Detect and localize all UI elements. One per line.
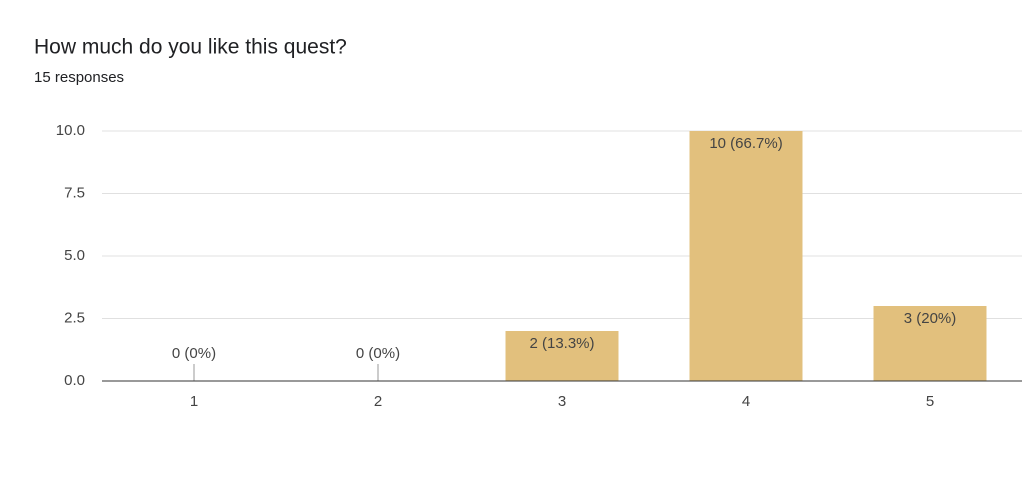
x-tick-label: 4	[742, 393, 750, 410]
y-tick-label: 5.0	[64, 247, 85, 264]
value-label: 0 (0%)	[172, 345, 216, 362]
value-label: 0 (0%)	[356, 345, 400, 362]
bar	[505, 331, 619, 381]
chart-subtitle: 15 responses	[34, 69, 124, 86]
x-tick-label: 1	[190, 393, 198, 410]
value-label: 10 (66.7%)	[709, 135, 782, 152]
x-tick-label: 2	[374, 393, 382, 410]
y-tick-label: 2.5	[64, 309, 85, 326]
value-label: 2 (13.3%)	[529, 335, 594, 352]
chart-title: How much do you like this quest?	[34, 36, 347, 59]
bar	[689, 131, 803, 381]
x-tick-label: 3	[558, 393, 566, 410]
y-tick-label: 0.0	[64, 372, 85, 389]
y-tick-label: 10.0	[56, 122, 85, 139]
bar	[873, 306, 987, 381]
y-tick-label: 7.5	[64, 184, 85, 201]
x-tick-label: 5	[926, 393, 934, 410]
value-label: 3 (20%)	[904, 310, 957, 327]
